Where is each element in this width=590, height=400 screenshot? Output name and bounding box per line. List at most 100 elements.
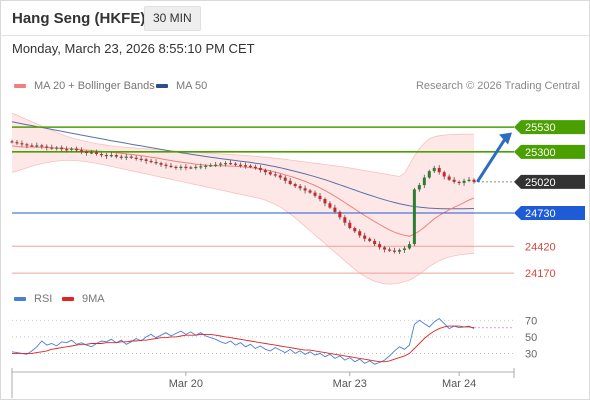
candle-body [388,249,392,251]
candle-body [278,175,282,178]
ma50-label: MA 50 [176,80,208,92]
rsi-swatch [14,297,26,301]
rsi-tick-50: 50 [525,332,537,344]
candle-body [378,244,382,248]
bollinger-band-fill [12,113,474,285]
candle-body [45,146,49,148]
candle-body [70,148,74,150]
candle-body [437,167,441,173]
candle-body [472,179,476,182]
candle-body [129,156,133,158]
candle-body [298,186,302,189]
level-label-25530: 25530 [525,122,556,134]
candle-body [204,165,208,167]
legend-rsi-ma: 9MA [62,293,105,305]
candle-body [189,167,193,169]
candle-body [20,143,24,145]
candle-body [338,211,342,218]
candle-body [462,180,466,183]
candle-body [199,166,203,168]
forecast-arrow-head [499,132,512,145]
candle-body [457,181,461,184]
candle-body [393,250,397,252]
level-badge [514,144,585,159]
ma20-swatch [14,84,26,88]
rsi-ma-line [12,325,475,363]
candle-body [214,164,218,166]
candle-body [85,151,89,154]
level-label-24170: 24170 [525,268,556,280]
candle-body [373,240,377,245]
level-badge [514,206,585,221]
forecast-arrow-shaft [476,135,508,183]
candle-body [169,165,173,167]
level-badge [514,174,585,189]
candle-body [35,145,39,147]
timeframe-badge[interactable]: 30 MIN [144,6,201,31]
candle-body [219,163,223,165]
candle-body [99,153,103,156]
candle-body [417,185,421,190]
ma20-label: MA 20 + Bollinger Bands [34,80,155,92]
candle-body [55,147,59,149]
candle-body [303,188,307,191]
candle-body [109,155,113,157]
candle-body [164,164,168,166]
candle-body [243,165,247,167]
rsi-label: RSI [34,293,53,305]
level-label-25020: 25020 [525,177,556,189]
x-tick-label: Mar 23 [333,378,367,390]
candle-body [89,152,93,154]
level-badge [514,120,585,135]
rsi-line [11,318,475,365]
candle-body [253,166,257,169]
candle-body [452,179,456,182]
candle-body [363,235,367,239]
chart-header: Hang Seng (HKFE) 30 MIN [0,0,590,36]
candle-body [10,141,14,143]
candle-body [154,162,158,164]
candle-body [75,148,79,151]
candle-body [467,179,471,181]
candle-body [412,189,416,245]
candle-body [358,231,362,236]
candle-body [134,157,138,159]
candle-body [184,166,188,169]
candle-body [368,238,372,241]
candle-body [288,180,292,185]
candle-body [447,176,451,180]
candle-body [179,166,183,169]
candle-body [328,203,332,208]
candle-body [273,174,277,176]
candle-body [124,156,128,158]
candle-body [149,160,153,163]
candle-body [139,158,143,160]
timestamp: Monday, March 23, 2026 8:55:10 PM CET [12,41,255,56]
candle-body [144,159,148,161]
candle-body [80,150,84,152]
candle-body [268,172,272,175]
instrument-title: Hang Seng (HKFE) [12,10,146,27]
candle-body [402,248,406,251]
candle-body [50,147,54,149]
x-tick-label: Mar 20 [169,378,203,390]
candle-body [234,163,238,165]
candle-body [308,190,312,193]
candle-body [323,199,327,204]
candle-body [248,165,252,167]
candle-body [30,145,34,147]
candle-body [343,217,347,223]
candle-body [239,164,243,166]
candle-body [60,147,64,150]
rsi-ma-label: 9MA [82,293,105,305]
candle-body [432,167,436,172]
candle-body [407,244,411,249]
candle-body [25,144,29,146]
candle-body [263,170,267,173]
candle-body [383,247,387,250]
ma50-swatch [156,84,168,88]
legend-rsi: RSI [14,293,52,305]
candle-body [119,156,123,158]
level-label-24730: 24730 [525,208,556,220]
